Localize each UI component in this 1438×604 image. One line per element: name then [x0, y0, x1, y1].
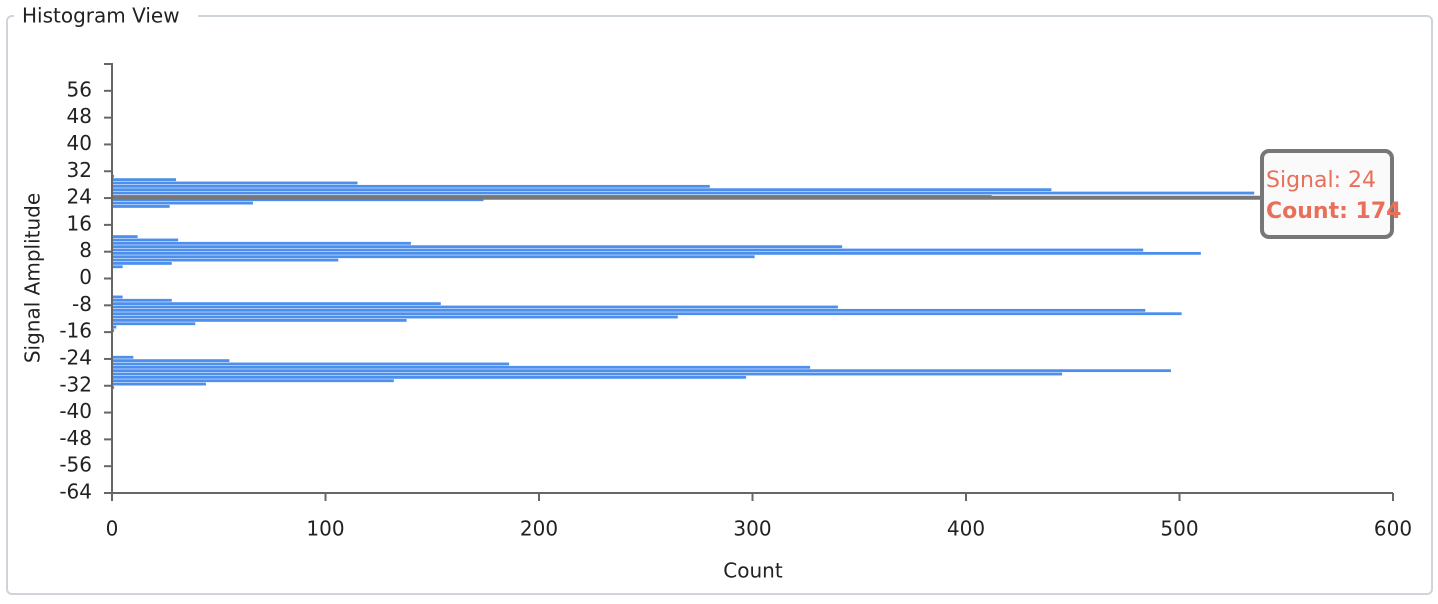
x-tick-label: 600 — [1374, 517, 1412, 541]
bar — [112, 181, 358, 185]
bar — [112, 365, 811, 369]
tooltip-count: Count: 174 — [1266, 199, 1401, 224]
bar — [112, 201, 253, 205]
x-tick-label: 300 — [733, 517, 771, 541]
bar — [112, 238, 179, 242]
y-tick-label: 16 — [67, 211, 92, 235]
bar — [112, 369, 1171, 373]
bar — [112, 305, 838, 309]
bar — [112, 355, 134, 359]
bar — [112, 382, 206, 386]
y-tick-label: 0 — [79, 265, 92, 289]
x-tick-label: 400 — [947, 517, 985, 541]
legend-bg — [14, 4, 198, 30]
bar — [112, 188, 1052, 192]
y-tick-label: 8 — [79, 238, 92, 262]
bar — [112, 205, 170, 208]
bar — [112, 191, 1255, 195]
y-tick-label: 32 — [67, 158, 92, 182]
bar — [112, 178, 177, 182]
bar — [112, 315, 678, 319]
bar — [112, 318, 407, 322]
bar — [112, 329, 115, 332]
bar — [112, 359, 230, 363]
x-tick-label: 0 — [106, 517, 119, 541]
y-tick-label: -48 — [59, 426, 92, 450]
y-axis-label: Signal Amplitude — [21, 193, 45, 363]
bar — [112, 235, 138, 239]
y-tick-label: 24 — [67, 185, 92, 209]
bar — [112, 362, 510, 366]
bar — [112, 302, 441, 306]
y-tick-label: 48 — [67, 104, 92, 128]
y-tick-label: -32 — [59, 372, 92, 396]
tooltip-box — [1260, 149, 1394, 239]
x-axis-label: Count — [723, 559, 783, 583]
bar — [112, 255, 755, 259]
bar — [112, 174, 115, 178]
bar — [112, 265, 123, 269]
bar — [112, 325, 117, 329]
bar — [112, 184, 710, 188]
hover-highlight — [112, 195, 1262, 200]
panel-frame — [6, 15, 1433, 595]
y-tick-label: 40 — [67, 131, 92, 155]
y-tick-label: -56 — [59, 453, 92, 477]
bar — [112, 248, 1144, 252]
bar — [112, 375, 747, 379]
y-tick-label: -16 — [59, 319, 92, 343]
bar — [112, 308, 1146, 312]
panel-title: Histogram View — [22, 4, 180, 28]
bar — [112, 372, 1063, 376]
x-tick-label: 100 — [306, 517, 344, 541]
bar — [112, 379, 394, 383]
bar — [112, 298, 172, 302]
y-tick-label: -8 — [72, 292, 92, 316]
y-tick-label: -64 — [59, 480, 92, 504]
y-tick-label: -24 — [59, 345, 92, 369]
bar — [112, 251, 1201, 255]
x-tick-label: 200 — [520, 517, 558, 541]
bar — [112, 258, 339, 262]
bar — [112, 322, 196, 326]
bar — [112, 295, 123, 299]
bar — [112, 241, 411, 245]
x-tick-label: 500 — [1160, 517, 1198, 541]
bar — [112, 312, 1182, 316]
tooltip-signal: Signal: 24 — [1266, 168, 1376, 193]
bar — [112, 386, 115, 389]
bar — [112, 262, 172, 265]
y-tick-label: 56 — [67, 77, 92, 101]
y-tick-label: -40 — [59, 399, 92, 423]
bar — [112, 245, 843, 249]
